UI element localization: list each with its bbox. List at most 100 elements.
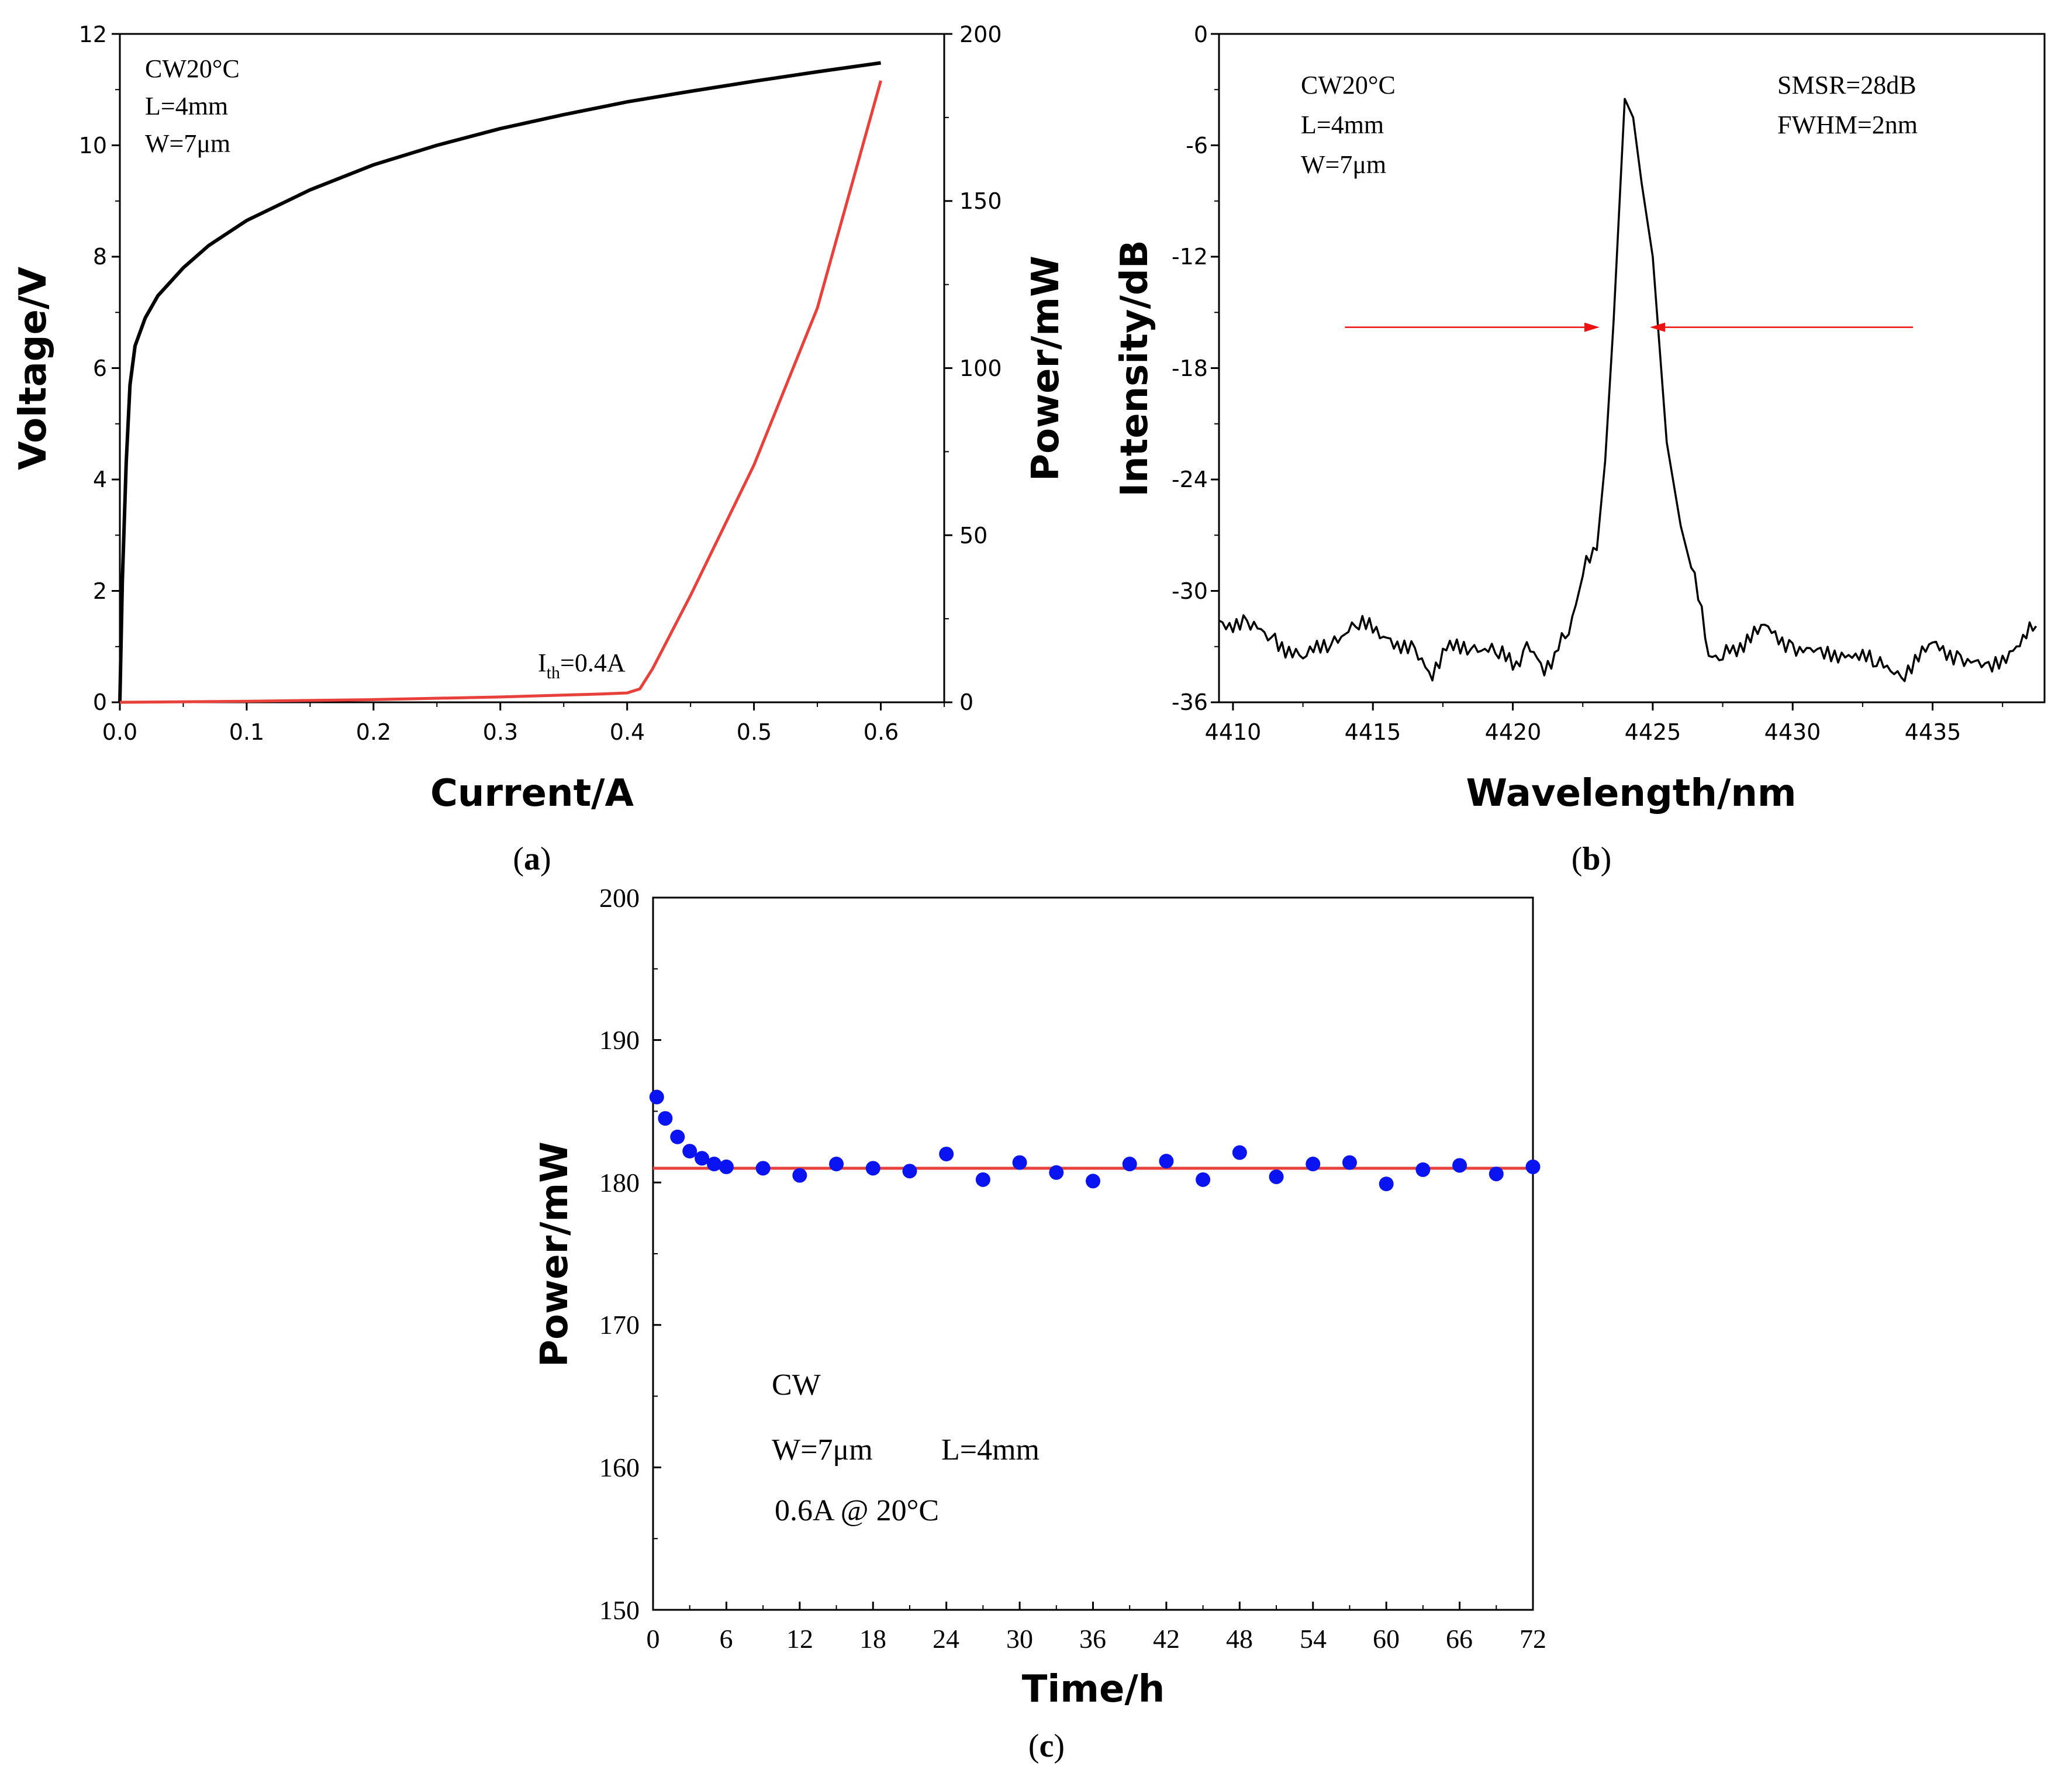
a-threshold-prefix: I <box>538 648 547 677</box>
c-x-tick: 12 <box>786 1624 813 1654</box>
panel-c: 0 6 12 18 24 30 36 42 48 54 60 66 72 150… <box>533 883 1546 1764</box>
b-x-tick: 4425 <box>1625 719 1681 745</box>
panel-c-plot <box>649 1089 1541 1192</box>
a-x-label: Current/A <box>430 772 634 815</box>
a-y2-label: Power/mW <box>1024 256 1068 481</box>
power-data-point <box>975 1172 990 1187</box>
voltage-curve <box>118 61 881 703</box>
power-data-point <box>695 1151 710 1166</box>
power-data-point <box>649 1089 664 1105</box>
power-data-point <box>755 1161 771 1176</box>
c-x-tick: 54 <box>1300 1624 1327 1654</box>
fwhm-right-arrow-head <box>1650 322 1666 332</box>
panel-c-ticklabels: 0 6 12 18 24 30 36 42 48 54 60 66 72 150… <box>599 883 1546 1654</box>
a-y2-tick: 0 <box>959 689 973 715</box>
power-data-point <box>1379 1177 1394 1192</box>
c-x-tick: 24 <box>933 1624 959 1654</box>
panel-b-label: (b) <box>1572 841 1611 877</box>
panel-b-ticklabels: 4410 4415 4420 4425 4430 4435 0 -6 -12 -… <box>1172 22 1961 745</box>
c-y-tick: 170 <box>599 1310 640 1340</box>
power-data-point <box>682 1144 697 1159</box>
c-y-label: Power/mW <box>533 1141 576 1367</box>
b-y-tick: -24 <box>1172 467 1208 492</box>
power-data-point <box>1232 1145 1247 1160</box>
fwhm-left-arrow-head <box>1584 322 1600 332</box>
power-data-point <box>902 1164 917 1179</box>
a-x-tick: 0.4 <box>610 719 645 745</box>
b-annotation: L=4mm <box>1301 111 1384 139</box>
power-data-point <box>865 1161 880 1176</box>
c-x-tick: 66 <box>1446 1624 1473 1654</box>
panel-b: 4410 4415 4420 4425 4430 4435 0 -6 -12 -… <box>1113 22 2046 877</box>
power-data-point <box>1012 1155 1027 1170</box>
panel-a-ticklabels: 0.0 0.1 0.2 0.3 0.4 0.5 0.6 0 2 4 6 8 10… <box>79 22 1002 745</box>
spectrum-curve <box>1218 98 2038 682</box>
panel-c-label: (c) <box>1028 1728 1065 1764</box>
power-data-point <box>1122 1157 1137 1172</box>
a-threshold-suffix: =0.4A <box>560 648 626 677</box>
a-x-tick: 0.1 <box>229 719 264 745</box>
a-x-tick: 0.5 <box>737 719 772 745</box>
power-data-point <box>1525 1159 1541 1174</box>
c-annotation: CW <box>772 1368 821 1402</box>
power-data-point <box>939 1146 954 1161</box>
b-y-tick: -6 <box>1186 133 1208 158</box>
power-data-point <box>1415 1162 1431 1177</box>
c-annotation: 0.6A @ 20°C <box>775 1494 939 1527</box>
power-data-point <box>1489 1167 1504 1182</box>
power-data-point <box>1049 1165 1064 1180</box>
a-x-tick: 0.6 <box>864 719 899 745</box>
power-data-point <box>719 1159 734 1174</box>
a-y-tick: 10 <box>79 133 107 158</box>
b-y-tick: -30 <box>1172 578 1208 604</box>
c-y-tick: 190 <box>599 1025 640 1055</box>
c-annotation: W=7μm <box>772 1433 873 1467</box>
c-x-tick: 0 <box>647 1624 660 1654</box>
power-curve <box>119 80 882 704</box>
a-y-tick: 0 <box>93 689 107 715</box>
b-annotation: CW20°C <box>1301 71 1396 99</box>
power-data-point <box>1342 1155 1357 1170</box>
c-x-tick: 6 <box>720 1624 733 1654</box>
power-data-point <box>670 1129 685 1144</box>
c-x-tick: 36 <box>1079 1624 1106 1654</box>
power-data-point <box>829 1157 844 1172</box>
a-y-tick: 6 <box>93 356 107 381</box>
power-data-point <box>1306 1157 1321 1172</box>
a-threshold-sub: th <box>547 663 560 682</box>
b-x-tick: 4410 <box>1205 719 1262 745</box>
a-y-tick: 4 <box>93 467 107 492</box>
power-data-point <box>1269 1169 1284 1184</box>
b-y-tick: 0 <box>1194 22 1208 47</box>
c-x-tick: 18 <box>859 1624 886 1654</box>
a-y2-tick: 100 <box>959 356 1002 381</box>
c-x-tick: 72 <box>1520 1624 1546 1654</box>
a-y-label: Voltage/V <box>12 267 55 470</box>
c-annotation: L=4mm <box>941 1433 1040 1467</box>
power-data-point <box>792 1168 807 1183</box>
a-y-tick: 2 <box>93 578 107 604</box>
a-annotation: CW20°C <box>145 54 240 83</box>
a-annotation: L=4mm <box>145 92 228 120</box>
b-annotation: FWHM=2nm <box>1777 111 1918 139</box>
panel-a-label: (a) <box>513 841 551 877</box>
a-y2-tick: 150 <box>959 188 1002 214</box>
c-y-tick: 180 <box>599 1168 640 1198</box>
b-y-tick: -18 <box>1172 356 1208 381</box>
power-data-point <box>1159 1154 1174 1169</box>
c-x-tick: 48 <box>1226 1624 1253 1654</box>
panel-b-ticks <box>1211 33 2004 710</box>
c-y-tick: 160 <box>599 1453 640 1482</box>
a-annotation: W=7μm <box>145 129 230 158</box>
a-y2-tick: 50 <box>959 523 987 549</box>
b-annotation: SMSR=28dB <box>1777 71 1916 99</box>
a-y-tick: 12 <box>79 22 107 47</box>
c-y-tick: 200 <box>599 883 640 913</box>
a-y2-tick: 200 <box>959 22 1002 47</box>
b-x-tick: 4430 <box>1764 719 1821 745</box>
a-x-tick: 0.0 <box>102 719 137 745</box>
b-x-tick: 4435 <box>1905 719 1962 745</box>
b-x-tick: 4415 <box>1345 719 1401 745</box>
panel-a-plot <box>118 61 882 704</box>
